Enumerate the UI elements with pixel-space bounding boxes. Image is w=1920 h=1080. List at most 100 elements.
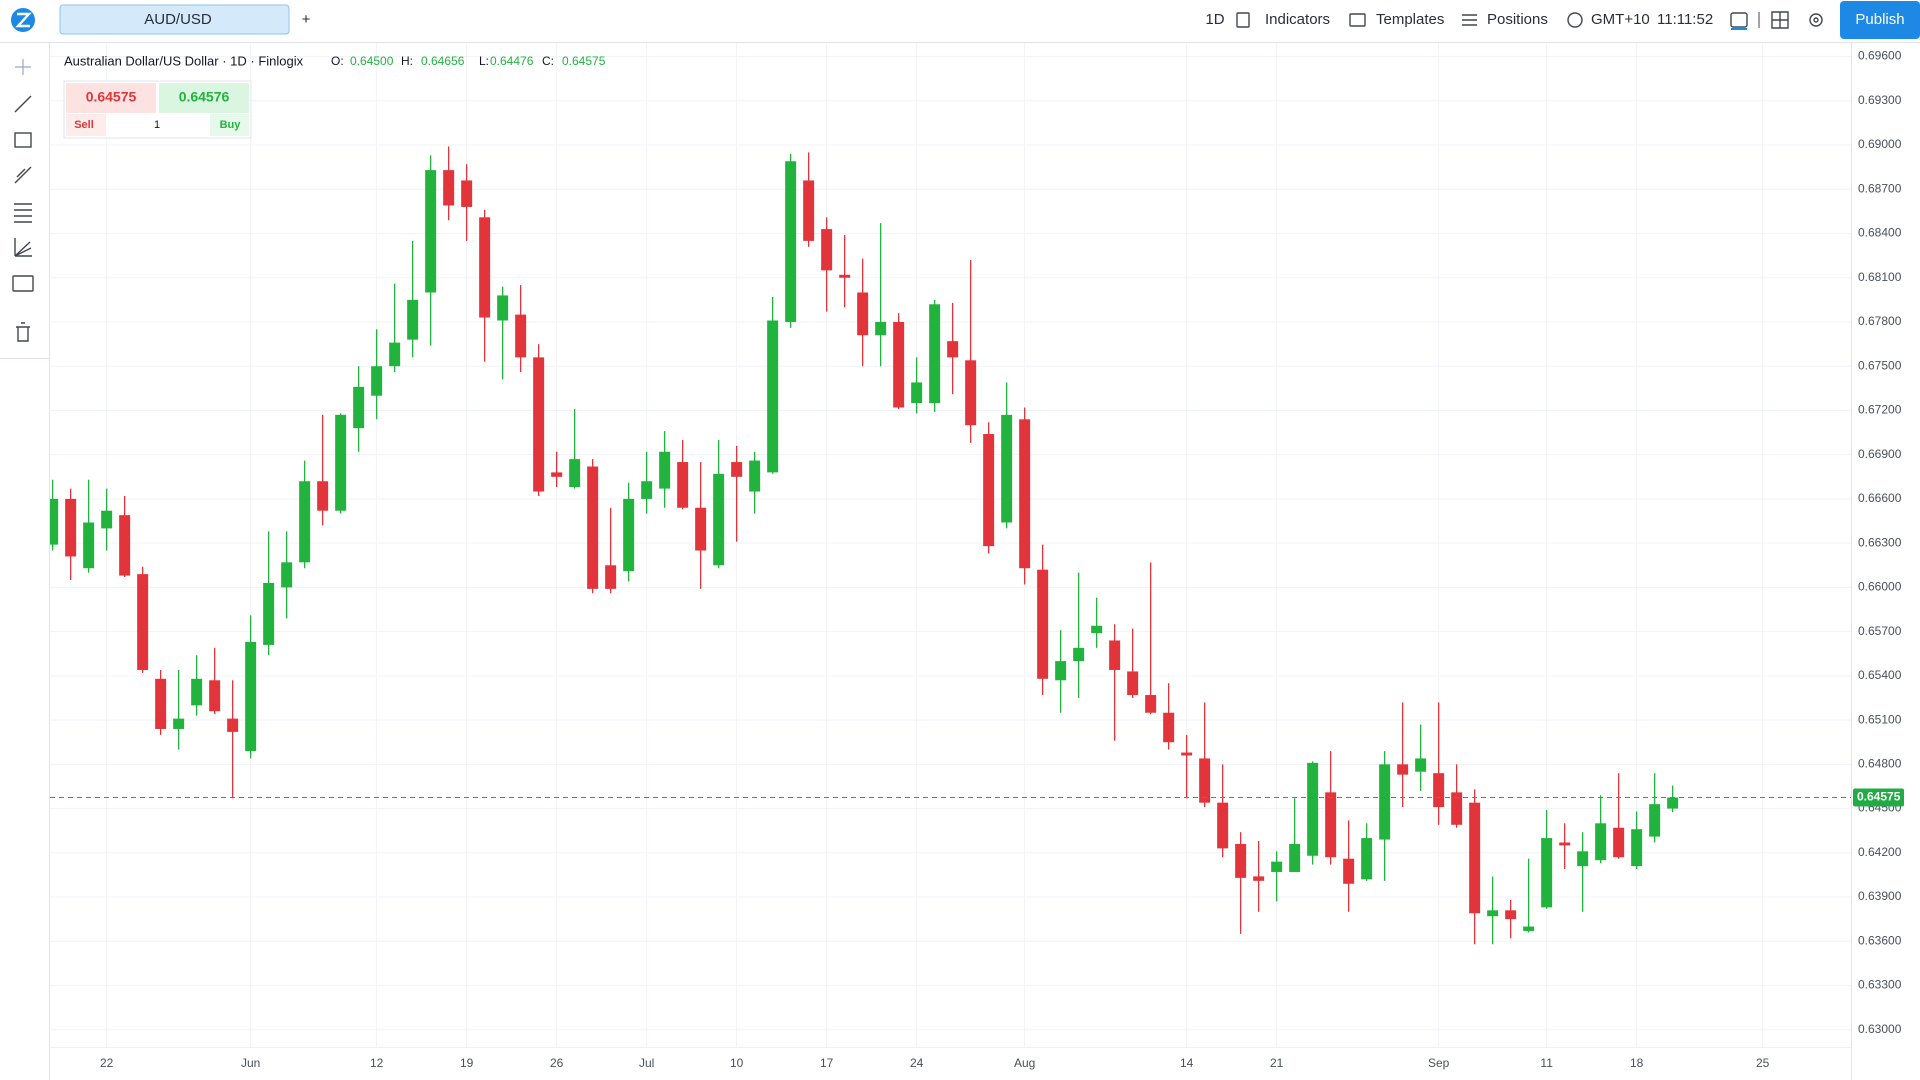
- close-value: 0.64575: [562, 54, 606, 68]
- trendline-tool[interactable]: [14, 95, 32, 113]
- open-value: 0.64500: [350, 54, 394, 68]
- indicators-icon: [1236, 12, 1250, 28]
- candle-body: [533, 357, 545, 492]
- add-tab[interactable]: +: [302, 11, 311, 28]
- crosshair-tool[interactable]: [15, 59, 31, 75]
- candle-body: [1379, 764, 1391, 840]
- candle-body: [1577, 851, 1589, 867]
- candle-body: [947, 341, 959, 358]
- layout-icon[interactable]: [1771, 11, 1789, 29]
- logo-mark: [15, 12, 32, 28]
- candle-body: [425, 170, 437, 293]
- positions-button[interactable]: Positions: [1487, 11, 1548, 28]
- candle-body: [497, 295, 509, 321]
- sell-button[interactable]: [66, 114, 106, 136]
- x-tick-label: 11: [1540, 1056, 1553, 1070]
- candle-body: [173, 718, 185, 729]
- candles: [50, 146, 1851, 945]
- x-tick-label: 26: [550, 1056, 564, 1070]
- symbol-tab[interactable]: [59, 4, 290, 35]
- candle-body: [875, 321, 887, 336]
- sell-price-box[interactable]: [66, 83, 156, 113]
- candle-body: [1451, 792, 1463, 825]
- delete-tool[interactable]: [16, 322, 30, 342]
- candle-body: [299, 481, 311, 563]
- candle-body: [245, 641, 257, 752]
- low-label: L:: [479, 54, 489, 68]
- gann-tool[interactable]: [14, 238, 32, 257]
- candle-body: [407, 299, 419, 340]
- candle-body: [1595, 823, 1607, 861]
- candle-body: [1649, 804, 1661, 837]
- candle-body: [1055, 661, 1067, 681]
- y-tick-label: 0.67800: [1858, 314, 1902, 328]
- x-tick-label: 18: [1630, 1056, 1644, 1070]
- buy-price: 0.64576: [179, 89, 230, 105]
- y-tick-label: 0.67200: [1858, 403, 1902, 417]
- screenshot-icon[interactable]: [1730, 12, 1748, 28]
- candle-body: [641, 481, 653, 499]
- candle-body: [281, 562, 293, 588]
- candle-body: [659, 451, 671, 489]
- candle-body: [731, 462, 743, 477]
- candle-body: [1559, 842, 1571, 846]
- open-label: O:: [331, 54, 344, 68]
- settings-icon[interactable]: [1809, 13, 1823, 27]
- y-tick-label: 0.66900: [1858, 447, 1902, 461]
- candle-body: [191, 678, 203, 706]
- candle-body: [1109, 640, 1121, 670]
- y-tick-label: 0.68100: [1858, 270, 1902, 284]
- symbol-description: Australian Dollar/US Dollar · 1D · Finlo…: [64, 53, 304, 68]
- x-tick-label: 17: [820, 1056, 834, 1070]
- y-tick-label: 0.69300: [1858, 93, 1902, 107]
- indicators-button[interactable]: Indicators: [1265, 11, 1330, 28]
- y-tick-label: 0.64800: [1858, 757, 1902, 771]
- candle-body: [1019, 419, 1031, 569]
- candle-body: [353, 386, 365, 429]
- candle-body: [1001, 414, 1013, 523]
- y-tick-label: 0.63300: [1858, 978, 1902, 992]
- candle-body: [857, 292, 869, 336]
- buy-button[interactable]: [210, 114, 249, 136]
- quantity-input[interactable]: [106, 114, 210, 136]
- candle-body: [515, 314, 527, 358]
- candle-body: [1181, 752, 1193, 756]
- candle-body: [1163, 712, 1175, 743]
- candle-body: [371, 366, 383, 396]
- high-value: 0.64656: [421, 54, 465, 68]
- candle-body: [83, 522, 95, 569]
- y-tick-label: 0.63900: [1858, 889, 1902, 903]
- candle-body: [119, 515, 131, 576]
- candle-body: [1037, 569, 1049, 679]
- candle-body: [785, 161, 797, 322]
- y-tick-label: 0.66600: [1858, 491, 1902, 505]
- templates-button[interactable]: Templates: [1376, 11, 1444, 28]
- low-value: 0.64476: [490, 54, 534, 68]
- candle-body: [1307, 762, 1319, 856]
- channel-tool[interactable]: [14, 166, 32, 184]
- fib-tool[interactable]: [14, 203, 32, 223]
- interval[interactable]: 1D: [1205, 11, 1224, 28]
- candle-body: [1433, 773, 1445, 808]
- candle-body: [1091, 625, 1103, 634]
- settings-icon-center: [1813, 17, 1819, 23]
- publish-button[interactable]: [1840, 1, 1920, 39]
- text-tool[interactable]: [12, 275, 34, 292]
- candle-body: [749, 460, 761, 492]
- symbol-tab-label: AUD/USD: [144, 11, 212, 28]
- x-tick-label: Sep: [1428, 1056, 1450, 1070]
- y-tick-label: 0.65400: [1858, 668, 1902, 682]
- candle-body: [839, 274, 851, 278]
- buy-price-box[interactable]: [159, 83, 249, 113]
- candle-body: [1217, 802, 1229, 849]
- top-bar: [0, 0, 1920, 42]
- candle-body: [1235, 843, 1247, 878]
- rectangle-tool[interactable]: [14, 132, 32, 148]
- timezone[interactable]: GMT+10: [1591, 11, 1650, 28]
- high-label: H:: [401, 54, 413, 68]
- candle-body: [461, 180, 473, 207]
- candle-body: [65, 498, 77, 557]
- candle-body: [893, 321, 905, 408]
- globe-icon: [1567, 12, 1583, 28]
- candle-body: [1271, 861, 1283, 872]
